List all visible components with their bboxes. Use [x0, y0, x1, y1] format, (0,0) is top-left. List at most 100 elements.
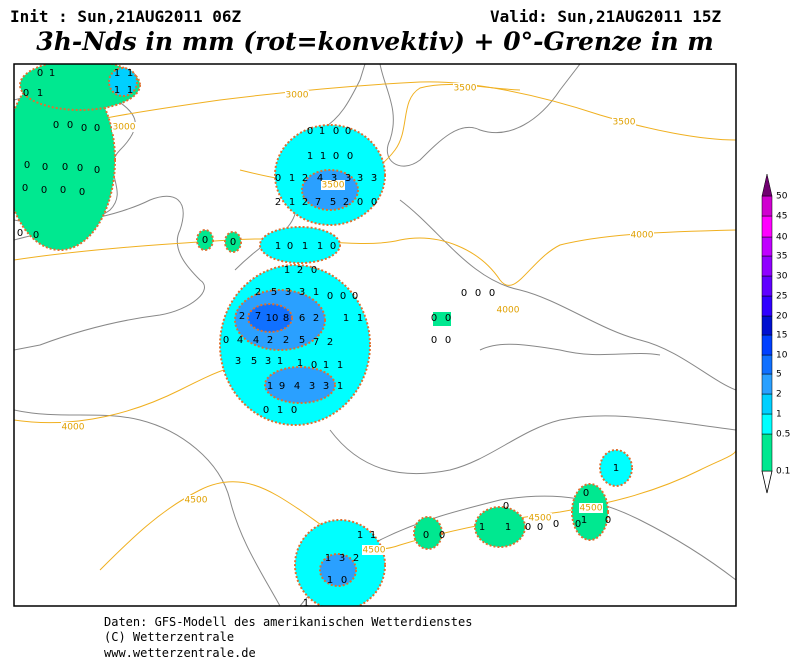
precip-label: 1: [479, 522, 485, 533]
precip-label: 4: [294, 381, 300, 392]
precip-label: 0: [42, 162, 48, 173]
precip-label: 0: [327, 291, 333, 302]
precip-label: 4: [253, 335, 259, 346]
precip-label: 1: [37, 88, 43, 99]
precip-label: 0: [275, 173, 281, 184]
colorbar-label: 30: [776, 272, 788, 282]
precip-label: 0: [94, 123, 100, 134]
colorbar-label: 0.1: [776, 467, 790, 477]
precip-label: 0: [41, 185, 47, 196]
contour-label-bg: [528, 513, 552, 523]
precip-label: 0: [17, 228, 23, 239]
init-time: Init : Sun,21AUG2011 06Z: [10, 7, 242, 26]
precip-label: 0: [605, 515, 611, 526]
precip-label: 1: [277, 356, 283, 367]
precip-label: 1: [302, 241, 308, 252]
precip-label: 0: [22, 183, 28, 194]
precip-label: 1: [343, 313, 349, 324]
precip-label: 1: [277, 405, 283, 416]
precip-label: 0: [503, 501, 509, 512]
precip-label: 0: [431, 313, 437, 324]
colorbar-segment: [761, 433, 773, 472]
precip-label: 3: [339, 553, 345, 564]
precip-label: 0: [461, 288, 467, 299]
precip-label: 0: [423, 530, 429, 541]
map-title: 3h-Nds in mm (rot=konvektiv) + 0°-Grenze…: [36, 27, 713, 56]
contour-label: 4500: [185, 496, 208, 506]
contour-label: 3000: [113, 123, 136, 133]
precip-label: 0: [439, 530, 445, 541]
precip-label: 9: [279, 381, 285, 392]
colorbar-segment: [761, 393, 773, 415]
footer-line: www.wetterzentrale.de: [104, 646, 256, 660]
precip-label: 0: [94, 165, 100, 176]
contour-label-bg: [496, 305, 520, 315]
precip-label: 2: [239, 311, 245, 322]
precip-label: 7: [255, 311, 261, 322]
colorbar-segment: [761, 334, 773, 356]
precip-label: 0: [489, 288, 495, 299]
precip-label: 0: [340, 291, 346, 302]
valid-time: Valid: Sun,21AUG2011 15Z: [490, 7, 722, 26]
precip-label: 0: [62, 162, 68, 173]
map: 3000300035003500350040004000400045004500…: [13, 63, 737, 607]
colorbar-segment: [761, 295, 773, 317]
precip-label: 0: [341, 575, 347, 586]
colorbar-segment: [761, 255, 773, 277]
precip-label: 5: [299, 335, 305, 346]
precip-label: 0: [60, 185, 66, 196]
precip-label: 0: [445, 313, 451, 324]
contour-label: 4000: [497, 306, 520, 316]
colorbar-segment: [761, 195, 773, 217]
precip-label: 0: [352, 291, 358, 302]
precip-label: 0: [431, 335, 437, 346]
precip-label: 1: [581, 515, 587, 526]
precip-label: 1: [323, 360, 329, 371]
precip-label: 1: [313, 287, 319, 298]
precip-label: 0: [311, 360, 317, 371]
colorbar-bottom: [761, 470, 773, 494]
precip-label: 2: [313, 313, 319, 324]
colorbar-segment: [761, 413, 773, 435]
precip-label: 0: [223, 335, 229, 346]
precip-label: 0: [357, 197, 363, 208]
precip-label: 0: [347, 151, 353, 162]
precip-label: 0: [79, 187, 85, 198]
contour-label-bg: [362, 545, 386, 555]
precip-label: 1: [337, 381, 343, 392]
precip-label: 2: [283, 335, 289, 346]
precip-label: 0: [445, 335, 451, 346]
colorbar-segment: [761, 373, 773, 395]
precip-label: 0: [53, 120, 59, 131]
contour-label-bg: [61, 422, 85, 432]
colorbar-label: 2: [776, 390, 782, 400]
precip-label: 0: [553, 519, 559, 530]
colorbar-segment: [761, 354, 773, 375]
precip-label: 0: [311, 265, 317, 276]
precip-label: 1: [505, 522, 511, 533]
precip-label: 1: [275, 241, 281, 252]
precip-label: 1: [613, 463, 619, 474]
precip-label: 0: [333, 126, 339, 137]
precip-label: 2: [353, 553, 359, 564]
precip-label: 1: [327, 575, 333, 586]
precip-label: 7: [313, 337, 319, 348]
precip-label: 1: [127, 85, 133, 96]
precip-label: 1: [267, 381, 273, 392]
contour-label-bg: [321, 180, 345, 190]
precip-label: 1: [370, 530, 376, 541]
precip-label: 0: [291, 405, 297, 416]
colorbar-segment: [761, 215, 773, 238]
colorbar-label: 0.5: [776, 430, 790, 440]
precip-label: 4: [237, 335, 243, 346]
footer-line: (C) Wetterzentrale: [104, 630, 234, 644]
precip-label: 8: [283, 313, 289, 324]
precip-label: 3: [323, 381, 329, 392]
precip-label: 7: [315, 197, 321, 208]
precip-label: 1: [127, 68, 133, 79]
precip-label: 3: [309, 381, 315, 392]
colorbar-segment: [761, 236, 773, 257]
precip-label: 0: [230, 237, 236, 248]
colorbar-segment: [761, 315, 773, 336]
